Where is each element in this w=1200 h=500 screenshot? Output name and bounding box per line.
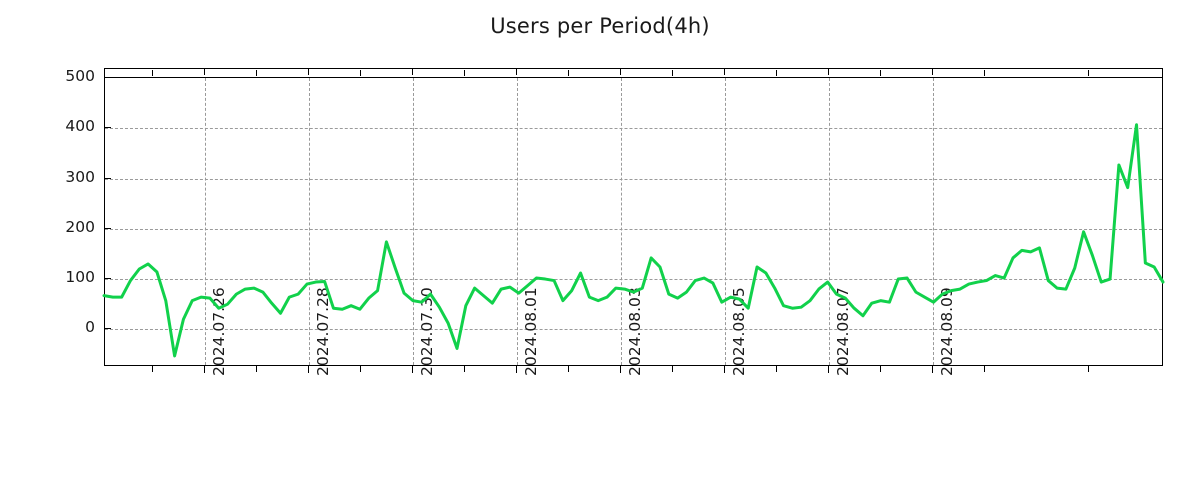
y-tick-mark [104, 177, 111, 179]
x-tick-mark-major [516, 366, 518, 373]
x-tick-mark-minor [464, 366, 466, 372]
y-tick-mark [104, 278, 111, 280]
x-tick-mark-top [516, 68, 518, 75]
x-tick-mark-major [204, 366, 205, 373]
x-tick-mark-minor [568, 366, 570, 372]
x-tick-mark-top [308, 68, 310, 75]
x-gridline [517, 78, 519, 365]
x-tick-mark-major [724, 366, 726, 373]
x-tick-mark-major [828, 366, 830, 373]
y-tick-mark [104, 77, 111, 78]
y-tick-label: 100 [65, 268, 95, 287]
x-gridline [309, 78, 311, 365]
plot-area [104, 77, 1163, 366]
x-gridline [413, 78, 415, 365]
x-tick-mark-top-minor [672, 70, 674, 76]
x-tick-mark-top-minor [776, 70, 778, 76]
y-tick-mark [104, 328, 111, 330]
x-tick-mark-top-minor [984, 70, 986, 76]
x-tick-mark-minor [776, 366, 778, 372]
x-tick-mark-top [828, 68, 830, 75]
y-tick-label: 300 [65, 167, 95, 186]
y-tick-label: 0 [85, 318, 95, 337]
x-tick-mark-top-minor [464, 70, 466, 76]
x-tick-mark-minor [880, 366, 882, 372]
x-tick-mark-top [932, 68, 934, 75]
x-gridline [621, 78, 623, 365]
x-tick-mark-top-minor [256, 70, 257, 76]
x-tick-mark-top-minor [1088, 70, 1090, 76]
x-tick-mark-minor [256, 366, 257, 372]
x-tick-mark-minor [151, 366, 153, 372]
x-tick-mark-major [620, 366, 622, 373]
y-gridline [105, 329, 1162, 331]
y-gridline [105, 228, 1162, 230]
x-tick-mark-minor [360, 366, 362, 372]
x-tick-mark-minor [984, 366, 986, 372]
chart-title: Users per Period(4h) [490, 14, 710, 38]
x-gridline [933, 78, 935, 365]
x-tick-mark-top-minor [880, 70, 882, 76]
x-gridline [205, 78, 206, 365]
x-tick-mark-minor [672, 366, 674, 372]
y-gridline [105, 178, 1162, 180]
series-line-users-per-period [102, 123, 1165, 358]
x-tick-mark-minor [1088, 366, 1090, 372]
x-tick-mark-top-minor [360, 70, 362, 76]
y-tick-label: 200 [65, 217, 95, 236]
x-tick-mark-major [412, 366, 414, 373]
y-tick-label: 500 [65, 67, 95, 85]
y-gridline [105, 279, 1162, 281]
y-tick-label: 400 [65, 117, 95, 136]
y-gridline [105, 128, 1162, 130]
x-gridline [829, 78, 831, 365]
x-tick-mark-top [412, 68, 414, 75]
x-tick-mark-top-minor [151, 70, 153, 76]
x-tick-mark-top-minor [568, 70, 570, 76]
x-tick-mark-top [724, 68, 726, 75]
x-tick-mark-top [204, 68, 205, 75]
y-tick-mark [104, 127, 111, 129]
x-tick-mark-major [932, 366, 934, 373]
x-tick-mark-major [308, 366, 310, 373]
y-tick-mark [104, 227, 111, 229]
x-gridline [725, 78, 727, 365]
x-tick-mark-top [620, 68, 622, 75]
plot-top-rule [104, 68, 1163, 77]
